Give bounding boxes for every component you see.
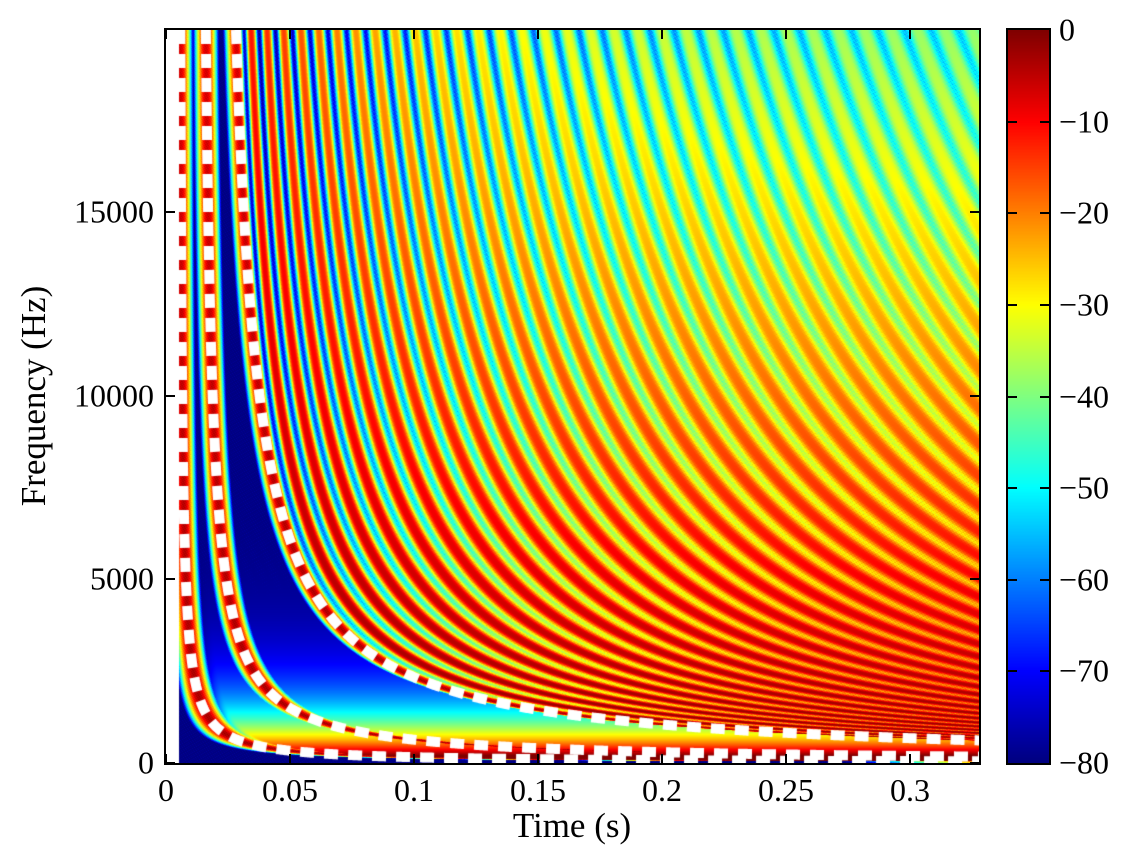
x-tick-label: 0.25 (758, 772, 815, 808)
colorbar-tick-mark (1008, 303, 1017, 306)
x-tick-label: 0 (158, 772, 174, 808)
colorbar-tick-mark-right (1040, 120, 1049, 123)
y-tick-mark-right (970, 210, 979, 213)
colorbar-tick-label: −70 (1059, 652, 1110, 689)
x-tick-label: 0.2 (642, 772, 683, 808)
spectrogram-canvas (166, 30, 979, 763)
colorbar-tick-mark (1008, 120, 1017, 123)
x-tick-mark (165, 754, 167, 763)
y-tick-mark (166, 210, 175, 213)
colorbar-tick-label: −10 (1059, 103, 1110, 140)
x-tick-label: 0.3 (890, 772, 931, 808)
x-tick-mark (413, 754, 416, 763)
colorbar-frame (1006, 28, 1051, 765)
y-tick-label: 0 (138, 744, 154, 781)
y-tick-mark-right (970, 578, 979, 581)
colorbar-tick-mark-right (1040, 303, 1049, 306)
colorbar-tick-mark (1008, 395, 1017, 398)
x-tick-mark-top (289, 30, 291, 39)
x-tick-mark (785, 754, 788, 763)
y-tick-label: 15000 (74, 193, 154, 230)
plot-frame (164, 28, 981, 765)
colorbar-tick-mark (1008, 212, 1017, 215)
x-tick-mark-top (413, 30, 416, 39)
y-tick-mark (166, 394, 175, 397)
x-tick-label: 0.05 (262, 772, 318, 808)
colorbar-tick-mark (1008, 670, 1017, 673)
x-tick-mark-top (661, 30, 664, 39)
y-axis-title: Frequency (Hz) (14, 285, 53, 507)
y-tick-mark-right (970, 394, 979, 397)
colorbar-tick-mark (1008, 487, 1017, 490)
x-tick-mark (661, 754, 664, 763)
colorbar-tick-label: −40 (1059, 378, 1110, 414)
colorbar-tick-label: −60 (1059, 561, 1110, 598)
x-tick-mark-top (785, 30, 788, 39)
y-tick-mark (166, 578, 175, 581)
y-tick-mark-right (970, 762, 979, 764)
colorbar-tick-mark-right (1040, 578, 1049, 581)
x-tick-mark-top (165, 30, 167, 39)
x-tick-label: 0.15 (510, 772, 567, 808)
colorbar-tick-mark-right (1040, 670, 1049, 673)
colorbar-tick-label: −50 (1059, 469, 1110, 506)
y-tick-label: 10000 (74, 377, 154, 414)
colorbar-tick-mark-right (1040, 487, 1049, 490)
y-tick-mark (166, 762, 175, 764)
x-tick-mark-top (537, 30, 540, 39)
colorbar-tick-label: −30 (1059, 286, 1110, 323)
colorbar-tick-label: −20 (1059, 194, 1110, 231)
x-tick-mark-top (909, 30, 912, 39)
colorbar-tick-mark-right (1040, 212, 1049, 215)
y-tick-label: 5000 (90, 560, 154, 597)
colorbar-tick-mark (1008, 578, 1017, 581)
x-tick-mark (289, 754, 291, 763)
x-axis-title: Time (s) (512, 806, 632, 845)
colorbar-tick-mark-right (1040, 395, 1049, 398)
x-tick-mark (909, 754, 912, 763)
x-tick-label: 0.1 (394, 772, 435, 808)
x-tick-mark (537, 754, 540, 763)
colorbar-tick-label: 0 (1059, 11, 1075, 48)
colorbar-tick-label: −80 (1059, 744, 1110, 781)
